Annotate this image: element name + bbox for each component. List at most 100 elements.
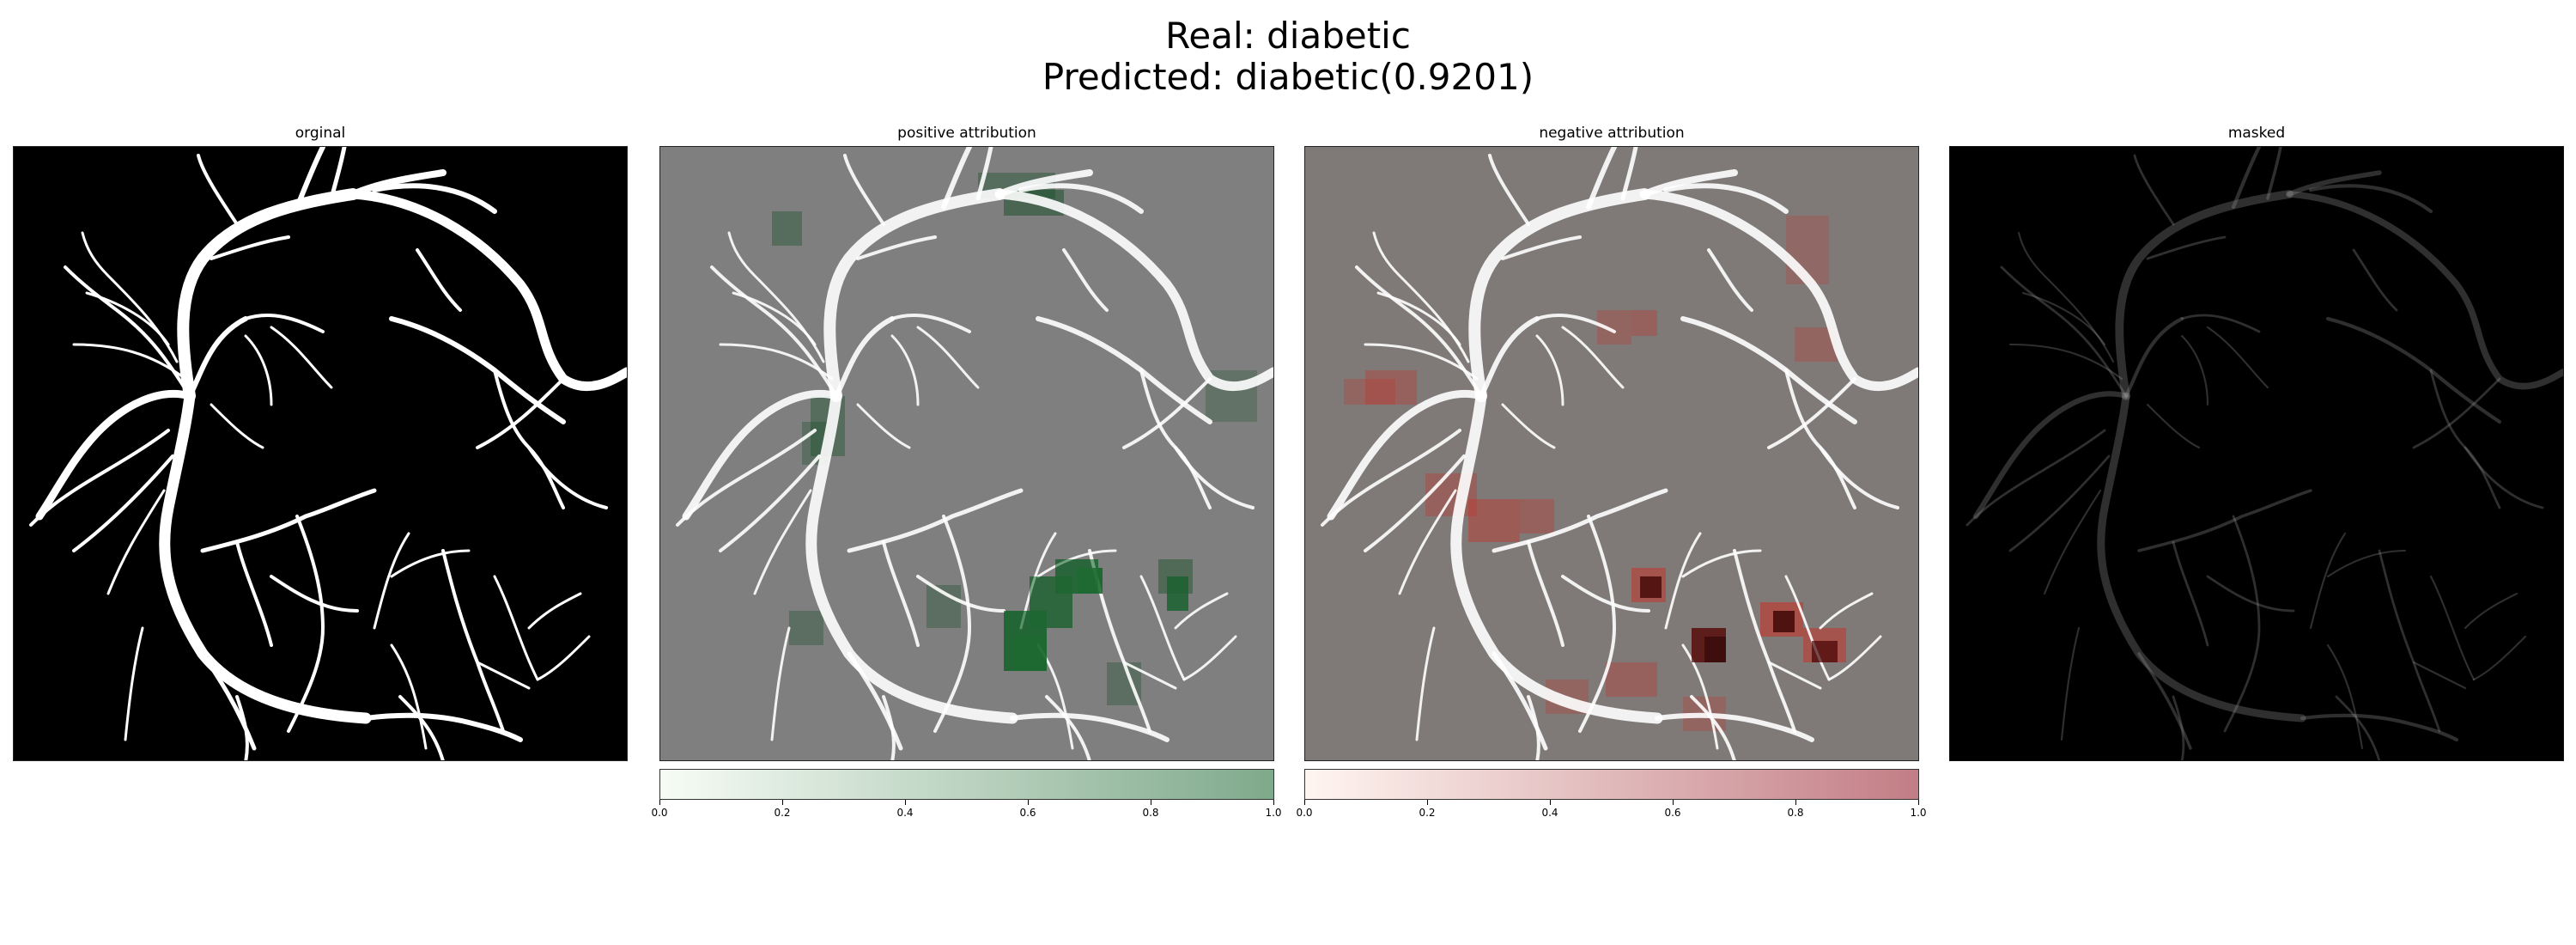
vessel-segment xyxy=(753,489,812,595)
vessel-segment xyxy=(295,147,325,210)
figure-title-real: Real: diabetic xyxy=(1165,15,1411,57)
vessel-segment xyxy=(2017,231,2115,363)
colorbar-tick xyxy=(1304,800,1305,805)
attribution-patch xyxy=(1012,637,1047,671)
vessel-segment xyxy=(2115,190,2293,400)
vessel-segment xyxy=(2429,575,2476,681)
vessel-segment xyxy=(2231,147,2262,210)
vessel-segment xyxy=(890,313,971,333)
vessel-segment xyxy=(2060,626,2081,741)
vessel-segment xyxy=(2206,575,2295,613)
colorbar-tick-label: 0.2 xyxy=(774,807,791,819)
colorbar-tick-label: 0.4 xyxy=(1541,807,1558,819)
vessel-segment xyxy=(823,188,1005,402)
vessel-segment xyxy=(1707,248,1753,312)
colorbar-tick xyxy=(905,800,906,805)
vessel-segment xyxy=(2180,334,2209,406)
vessel-segment xyxy=(177,188,359,402)
vessel-segment xyxy=(1122,377,1212,449)
attribution-patch xyxy=(1520,499,1554,533)
vessel-segment xyxy=(1018,183,1144,214)
vessel-segment xyxy=(2206,326,2269,389)
vessel-segment xyxy=(2464,446,2544,509)
vessel-segment xyxy=(1479,316,1540,399)
vessel-segment xyxy=(1492,651,1548,751)
vessel-segment xyxy=(390,549,471,578)
vessel-segment xyxy=(1664,532,1702,630)
vessel-segment xyxy=(1972,391,2129,520)
vessel-segment xyxy=(882,695,896,760)
vessel-segment xyxy=(1488,154,1530,226)
vessel-segment xyxy=(1376,291,1461,346)
positive-attribution-image xyxy=(659,146,1274,761)
attribution-patch xyxy=(1704,637,1726,662)
vessel-segment xyxy=(710,265,838,398)
vessel-segment xyxy=(941,147,972,210)
colorbar-tick-label: 0.0 xyxy=(651,807,668,819)
vessel-segment xyxy=(1767,377,1856,449)
vessel-segment xyxy=(843,154,885,226)
vessel-segment xyxy=(2097,392,2306,722)
vessel-segment xyxy=(1767,661,1822,690)
vessel-segment xyxy=(235,695,249,760)
vessel-segment xyxy=(2325,316,2502,424)
positive-colorbar xyxy=(659,769,1274,800)
colorbar-tick-label: 1.0 xyxy=(1265,807,1282,819)
vessel-segment xyxy=(834,316,895,399)
colorbar-tick-label: 1.0 xyxy=(1910,807,1927,819)
panel-title-negative: negative attribution xyxy=(1539,125,1685,142)
vessel-segment xyxy=(35,389,194,521)
colorbar-tick-label: 0.0 xyxy=(1296,807,1313,819)
vessel-segment xyxy=(916,326,980,389)
vessel-segment xyxy=(106,489,166,595)
vessel-map-original xyxy=(29,147,627,760)
vessel-segment xyxy=(1468,188,1650,402)
vessel-segment xyxy=(2412,661,2467,690)
vessel-segment xyxy=(1501,403,1556,449)
vessel-segment xyxy=(270,326,333,389)
vessel-segment xyxy=(1062,248,1109,312)
vessel-segment xyxy=(2008,454,2111,552)
vessel-segment xyxy=(890,334,920,406)
vessel-segment xyxy=(2472,635,2527,681)
colorbar-tick xyxy=(1918,800,1919,805)
vessel-segment xyxy=(372,183,497,214)
vessel-segment xyxy=(856,403,911,449)
vessel-segment xyxy=(124,626,144,741)
vessel-segment xyxy=(1639,189,1918,392)
vessel-map-positive xyxy=(676,147,1273,760)
vessel-segment xyxy=(493,575,539,681)
vessel-segment xyxy=(1174,446,1255,509)
attribution-patch xyxy=(1812,641,1838,662)
colorbar-tick-label: 0.8 xyxy=(1787,807,1804,819)
vessel-segment xyxy=(1364,454,1466,552)
colorbar-tick xyxy=(782,800,783,805)
vessel-segment xyxy=(287,515,325,733)
colorbar-tick-label: 0.2 xyxy=(1419,807,1436,819)
vessel-segment xyxy=(847,488,1024,553)
attribution-patch xyxy=(1631,310,1657,336)
vessel-segment xyxy=(2137,489,2312,552)
colorbar-tick xyxy=(1028,800,1029,805)
attribution-patch xyxy=(1167,576,1188,611)
colorbar-tick-label: 0.6 xyxy=(1019,807,1036,819)
vessel-map-masked xyxy=(1965,147,2563,760)
colorbar-tick xyxy=(1795,800,1796,805)
vessel-segment xyxy=(1620,147,1638,201)
vessel-segment xyxy=(527,446,608,509)
vessel-segment xyxy=(2146,235,2227,260)
colorbar-tick xyxy=(1673,800,1674,805)
panel-title-positive: positive attribution xyxy=(897,125,1036,142)
vessel-segment xyxy=(1527,695,1540,760)
vessel-segment xyxy=(85,291,170,346)
attribution-patch xyxy=(1773,611,1795,632)
vessel-segment xyxy=(197,154,239,226)
vessel-segment xyxy=(390,643,428,750)
vessel-segment xyxy=(210,235,290,260)
vessel-segment xyxy=(1819,446,1899,509)
vessel-segment xyxy=(805,390,1018,724)
vessel-segment xyxy=(476,661,531,690)
colorbar-tick xyxy=(1550,800,1551,805)
vessel-segment xyxy=(200,488,377,553)
vessel-segment xyxy=(2464,592,2518,630)
